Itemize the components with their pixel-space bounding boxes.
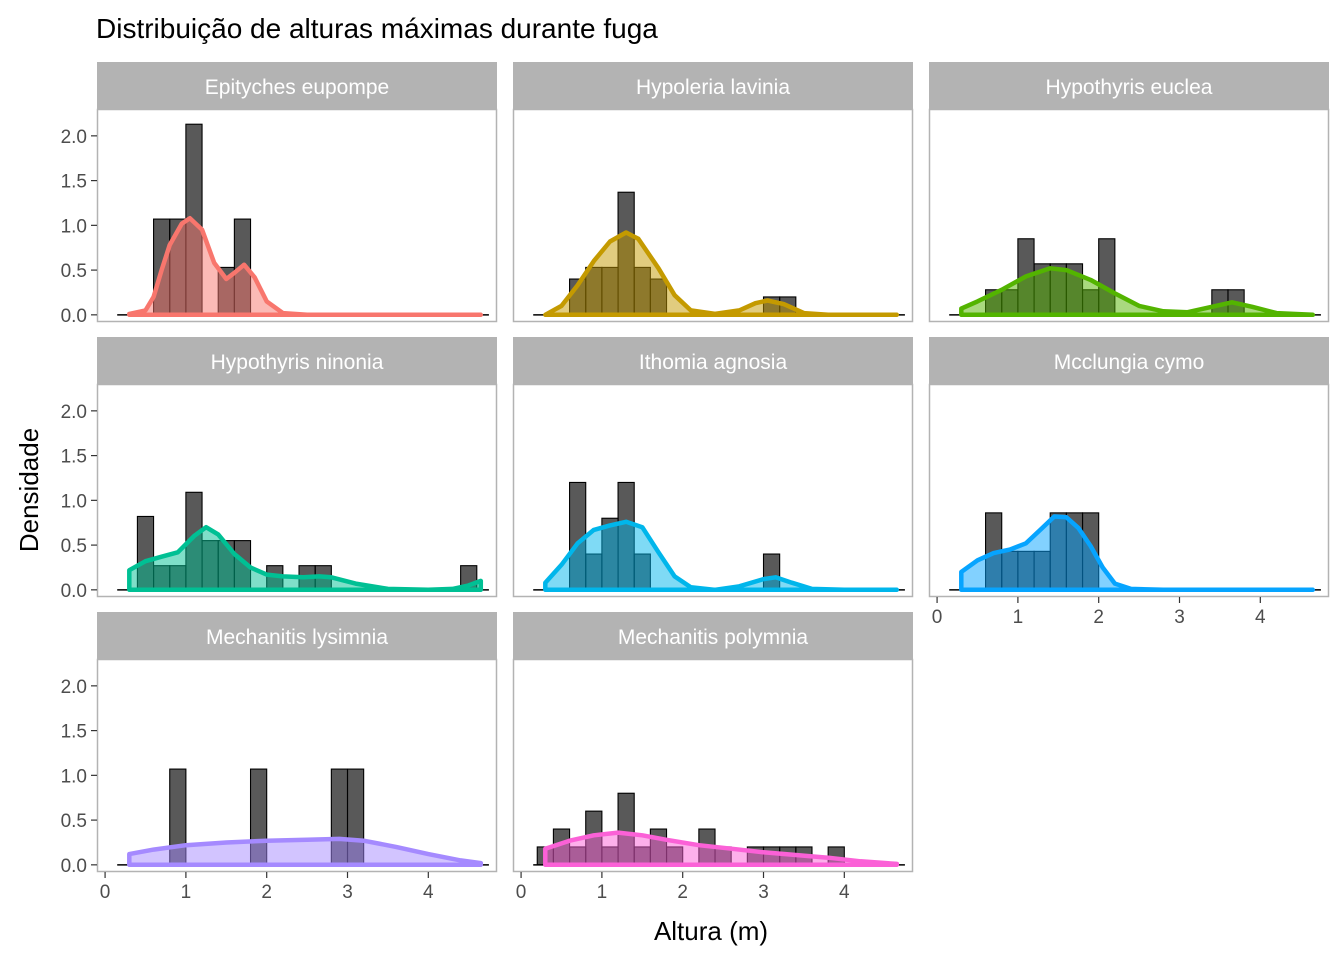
x-tick-label: 2: [1093, 607, 1104, 628]
x-tick-label: 0: [516, 882, 527, 903]
y-tick-label: 2.0: [61, 127, 87, 148]
facet-strip: [97, 612, 497, 659]
density-area: [961, 516, 1313, 590]
facet-label: Mcclungia cymo: [1054, 351, 1205, 374]
panel-border: [96, 658, 498, 873]
x-tick-label: 4: [1255, 607, 1266, 628]
facet-strip: [513, 337, 913, 384]
facet-strip: [513, 62, 913, 109]
y-tick-label: 2.0: [61, 677, 87, 698]
facet-strip: [97, 62, 497, 109]
y-tick-label: 0.5: [61, 811, 87, 832]
x-tick-label: 2: [261, 882, 272, 903]
facet-strip: [97, 337, 497, 384]
facet-label: Epityches eupompe: [205, 76, 389, 99]
facet-panel: Mechanitis polymnia 0 1 2 3 4: [512, 612, 914, 903]
facet-label: Mechanitis polymnia: [618, 626, 809, 649]
density-area: [545, 521, 897, 590]
x-tick-label: 0: [932, 607, 943, 628]
facet-strip: [513, 612, 913, 659]
density-curve: [127, 215, 484, 318]
density-area: [129, 838, 481, 865]
x-tick-label: 2: [677, 882, 688, 903]
y-tick-label: 0.5: [61, 536, 87, 557]
x-tick-label: 3: [1174, 607, 1185, 628]
facet-panel: Hypothyris ninonia 0.0 0.5 1.0 1.5 2.0: [61, 337, 498, 602]
facet-strip: [929, 62, 1329, 109]
y-tick-label: 1.0: [61, 216, 87, 237]
x-axis-title: Altura (m): [654, 916, 768, 946]
x-tick-label: 3: [342, 882, 353, 903]
facet-label: Ithomia agnosia: [639, 351, 788, 374]
y-tick-label: 0.0: [61, 581, 87, 602]
density-area: [961, 268, 1313, 315]
facet-strip: [929, 337, 1329, 384]
facet-label: Hypoleria lavinia: [636, 76, 790, 99]
y-tick-label: 1.0: [61, 766, 87, 787]
x-tick-label: 4: [839, 882, 850, 903]
facet-label: Hypothyris euclea: [1046, 76, 1213, 99]
facet-panel: Mechanitis lysimnia 0.0 0.5 1.0 1.5 2.0 0 1 2 3 4: [61, 612, 498, 903]
density-curve: [543, 519, 900, 593]
y-tick-label: 1.5: [61, 172, 87, 193]
y-tick-label: 2.0: [61, 402, 87, 423]
facet-panel: Mcclungia cymo 0 1 2 3 4: [928, 337, 1330, 628]
density-curve: [543, 230, 900, 318]
y-tick-label: 0.5: [61, 261, 87, 282]
facet-panel: Hypoleria lavinia: [512, 62, 914, 323]
y-axis-title: Densidade: [14, 428, 44, 552]
x-tick-label: 0: [100, 882, 111, 903]
facet-label: Hypothyris ninonia: [211, 351, 384, 374]
x-tick-label: 1: [181, 882, 192, 903]
facet-panels: Epityches eupompe 0.0 0.5 1.0 1.5 2.0 Hypoleri…: [61, 62, 1330, 903]
y-tick-label: 1.5: [61, 722, 87, 743]
density-area: [545, 232, 897, 315]
x-tick-label: 4: [423, 882, 434, 903]
facet-panel: Hypothyris euclea: [928, 62, 1330, 323]
facet-panel: Ithomia agnosia: [512, 337, 914, 598]
density-curve: [959, 514, 1316, 593]
x-tick-label: 1: [597, 882, 608, 903]
density-curve: [127, 524, 484, 593]
y-tick-label: 1.5: [61, 447, 87, 468]
density-area: [129, 218, 481, 315]
chart-title: Distribuição de alturas máximas durante …: [96, 13, 658, 44]
x-tick-label: 1: [1013, 607, 1024, 628]
density-curve: [543, 830, 900, 868]
panel-border: [928, 108, 1330, 323]
x-tick-label: 3: [758, 882, 769, 903]
y-tick-label: 0.0: [61, 856, 87, 877]
density-curve: [959, 266, 1316, 318]
density-curve: [127, 836, 484, 868]
y-tick-label: 1.0: [61, 491, 87, 512]
y-tick-label: 0.0: [61, 306, 87, 327]
density-area: [129, 527, 481, 590]
facet-panel: Epityches eupompe 0.0 0.5 1.0 1.5 2.0: [61, 62, 498, 327]
facet-label: Mechanitis lysimnia: [206, 626, 388, 649]
